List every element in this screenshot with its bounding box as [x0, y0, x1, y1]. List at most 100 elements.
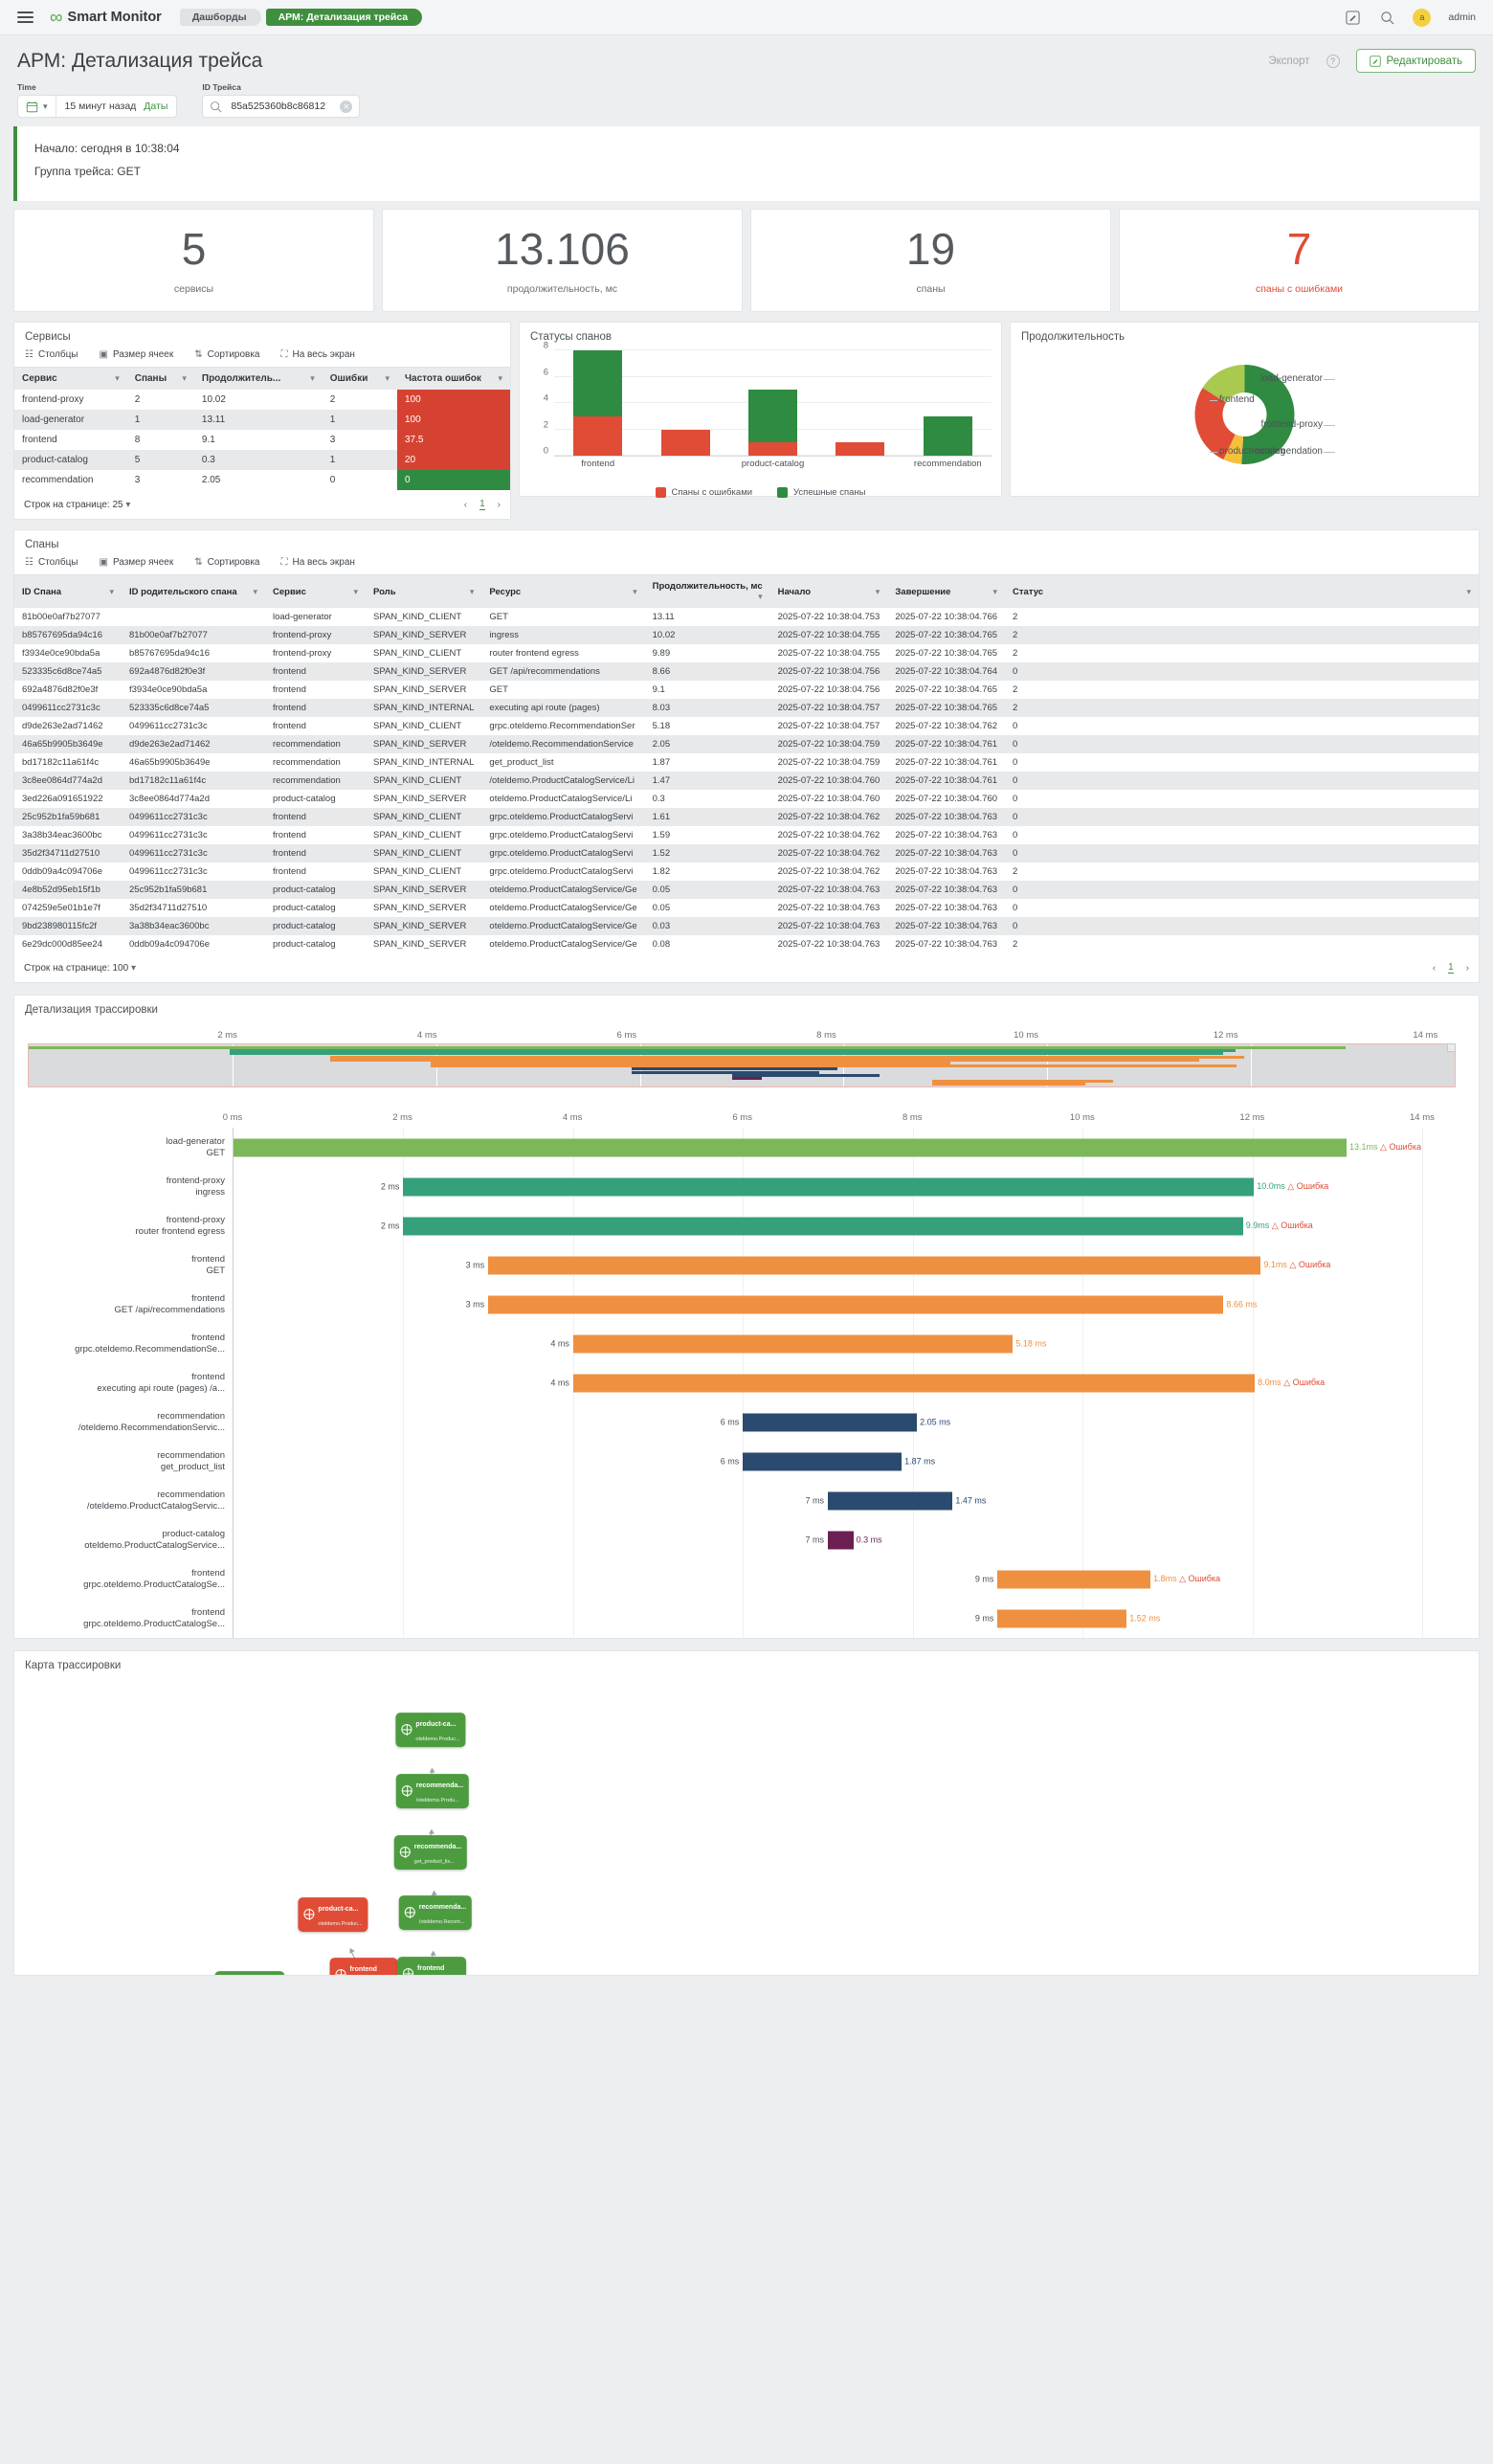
chevron-down-icon[interactable]: ▾ — [875, 586, 880, 596]
table-row[interactable]: 0499611cc2731c3c 523335c6d8ce74a5 frontend… — [14, 699, 1479, 717]
gantt-bar[interactable]: 3 ms 9.1ms △ Ошибка — [466, 1256, 1330, 1274]
gantt-bar[interactable]: 7 ms 1.47 ms — [805, 1491, 986, 1510]
services-col-3[interactable]: Ошибки ▾ — [322, 367, 397, 390]
rows-per-page-select[interactable]: Строк на странице: 100 ▾ — [24, 963, 136, 974]
brand[interactable]: ∞ Smart Monitor — [50, 9, 162, 27]
services-col-0[interactable]: Сервис ▾ — [14, 367, 127, 390]
chevron-down-icon[interactable]: ▾ — [353, 586, 358, 596]
gantt-bar[interactable]: 2 ms 9.9ms △ Ошибка — [381, 1217, 1313, 1235]
map-node[interactable]: product-ca...oteldemo.Produc... — [395, 1713, 466, 1747]
cell-size-button[interactable]: ▣ Размер ячеек — [99, 349, 173, 360]
map-node[interactable]: product-ca...oteldemo.Produc... — [298, 1897, 368, 1932]
gantt-row[interactable]: frontend-proxy router frontend egress 2 ms… — [14, 1206, 1479, 1245]
chevron-down-icon[interactable]: ▾ — [758, 592, 763, 601]
current-page[interactable]: 1 — [1448, 962, 1454, 974]
map-node[interactable]: frontendgrpc.oteldemo.P... — [329, 1958, 398, 1975]
question-circle-icon[interactable]: ? — [1326, 54, 1340, 68]
calendar-picker[interactable]: ▾ — [18, 96, 56, 117]
gantt-bar[interactable]: 9 ms 1.52 ms — [975, 1609, 1160, 1627]
next-page-button[interactable]: › — [1465, 962, 1469, 974]
gantt-row[interactable]: frontend-proxy ingress 2 ms 10.0ms △ Ошибка — [14, 1167, 1479, 1206]
spans-col-8[interactable]: Статус ▾ — [1005, 574, 1479, 608]
gantt-bar[interactable]: 13.1ms △ Ошибка — [234, 1138, 1421, 1156]
columns-button[interactable]: ☷ Столбцы — [25, 557, 78, 568]
bar-segment[interactable] — [923, 415, 972, 456]
gantt-bar[interactable]: 3 ms 8.66 ms — [466, 1295, 1257, 1313]
bar-group[interactable] — [573, 350, 623, 456]
map-node[interactable]: recommenda... get_product_lis... — [393, 1835, 468, 1870]
time-range-value[interactable]: 15 минут назад Даты — [56, 101, 177, 112]
minimap-resize-handle[interactable] — [1447, 1043, 1456, 1052]
spans-col-4[interactable]: Ресурс ▾ — [481, 574, 645, 608]
chevron-down-icon[interactable]: ▾ — [992, 586, 998, 596]
table-row[interactable]: 523335c6d8ce74a5 692a4876d82f0e3f frontend… — [14, 662, 1479, 681]
table-row[interactable]: 9bd238980115fc2f 3a38b34eac3600bc product-… — [14, 917, 1479, 935]
map-node[interactable]: frontendgrpc.oteldemo.R... — [397, 1957, 466, 1975]
table-row[interactable]: 6e29dc000d85ee24 0ddb09a4c094706e product-… — [14, 935, 1479, 953]
table-row[interactable]: f3934e0ce90bda5a b85767695da94c16 frontend… — [14, 644, 1479, 662]
legend-item[interactable]: Спаны с ошибками — [655, 487, 752, 498]
gantt-row[interactable]: recommendation/oteldemo.ProductCatalogSe… — [14, 1481, 1479, 1520]
gantt-row[interactable]: frontend GET /api/recommendations 3 ms 8.66… — [14, 1285, 1479, 1324]
bar-segment[interactable] — [747, 442, 798, 456]
table-row[interactable]: frontend-proxy 2 10.02 2 100 — [14, 390, 510, 410]
prev-page-button[interactable]: ‹ — [463, 499, 468, 510]
nav-tab-dashboards[interactable]: Дашборды — [179, 9, 261, 26]
table-row[interactable]: 0ddb09a4c094706e 0499611cc2731c3c frontend… — [14, 862, 1479, 881]
donut-slice[interactable] — [1241, 436, 1245, 464]
trace-map-canvas[interactable]: product-ca... oteldemo.Produc... recommend… — [14, 1672, 1479, 1975]
table-row[interactable]: 4e8b52d95eb15f1b 25c952b1fa59b681 product-… — [14, 881, 1479, 899]
table-row[interactable]: product-catalog 5 0.3 1 20 — [14, 450, 510, 470]
table-row[interactable]: 25c952b1fa59b681 0499611cc2731c3c frontend… — [14, 808, 1479, 826]
gantt-bar[interactable]: 9 ms 1.8ms △ Ошибка — [975, 1570, 1220, 1588]
rows-per-page-select[interactable]: Строк на странице: 25 ▾ — [24, 500, 130, 510]
hamburger-icon[interactable] — [17, 11, 33, 23]
table-row[interactable]: 3c8ee0864d774a2d bd17182c11a61f4c recommen… — [14, 772, 1479, 790]
bar-group[interactable] — [660, 429, 710, 456]
next-page-button[interactable]: › — [497, 499, 501, 510]
gantt-bar[interactable]: 4 ms 5.18 ms — [550, 1334, 1046, 1353]
nav-tab-trace-detail[interactable]: АРМ: Детализация трейса — [265, 9, 423, 26]
edit-square-icon[interactable] — [1344, 9, 1361, 26]
chevron-down-icon[interactable]: ▾ — [498, 373, 502, 383]
chevron-down-icon[interactable]: ▾ — [469, 586, 475, 596]
gantt-row[interactable]: frontend grpc.oteldemo.ProductCatalogSe..… — [14, 1599, 1479, 1638]
chevron-down-icon[interactable]: ▾ — [253, 586, 257, 596]
chevron-down-icon[interactable]: ▾ — [115, 373, 120, 383]
spans-col-7[interactable]: Завершение ▾ — [887, 574, 1006, 608]
fullscreen-button[interactable]: ⛶ На весь экран — [281, 349, 355, 360]
map-node[interactable]: product-ca...oteldemo.Produc... — [214, 1971, 285, 1975]
table-row[interactable]: 692a4876d82f0e3f f3934e0ce90bda5a frontend… — [14, 681, 1479, 699]
table-row[interactable]: 074259e5e01b1e7f 35d2f34711d27510 product-… — [14, 899, 1479, 917]
cell-size-button[interactable]: ▣ Размер ячеек — [99, 557, 173, 568]
chevron-down-icon[interactable]: ▾ — [633, 586, 637, 596]
chevron-down-icon[interactable]: ▾ — [109, 586, 114, 596]
table-row[interactable]: d9de263e2ad71462 0499611cc2731c3c frontend… — [14, 717, 1479, 735]
fullscreen-button[interactable]: ⛶ На весь экран — [281, 557, 355, 568]
table-row[interactable]: 46a65b9905b3649e d9de263e2ad71462 recommen… — [14, 735, 1479, 753]
services-col-2[interactable]: Продолжитель... ▾ — [193, 367, 323, 390]
legend-item[interactable]: Успешные спаны — [777, 487, 865, 498]
current-page[interactable]: 1 — [479, 499, 485, 510]
spans-col-5[interactable]: Продолжительность, мс ▾ — [644, 574, 770, 608]
clear-circle-icon[interactable]: ✕ — [340, 100, 353, 113]
bar-group[interactable] — [836, 442, 885, 456]
trace-id-control[interactable]: ✕ — [202, 95, 361, 118]
map-node[interactable]: recommenda... /oteldemo.Recom... — [398, 1895, 473, 1930]
gantt-row[interactable]: product-catalog oteldemo.ProductCatalogSe… — [14, 1520, 1479, 1559]
table-row[interactable]: 81b00e0af7b27077 load-generator SPAN_KIND_… — [14, 608, 1479, 626]
gantt-bar[interactable]: 6 ms 1.87 ms — [721, 1452, 935, 1470]
time-filter-control[interactable]: ▾ 15 минут назад Даты — [17, 95, 178, 118]
gantt-row[interactable]: load-generator GET 13.1ms △ Ошибка — [14, 1128, 1479, 1167]
search-icon[interactable] — [1378, 9, 1395, 26]
table-row[interactable]: recommendation 3 2.05 0 0 — [14, 470, 510, 490]
avatar[interactable]: a — [1413, 8, 1432, 27]
gantt-row[interactable]: recommendation get_product_list 6 ms 1.87 m… — [14, 1442, 1479, 1481]
gantt-row[interactable]: frontend grpc.oteldemo.ProductCatalogSe..… — [14, 1559, 1479, 1599]
trace-minimap[interactable]: 2 ms 4 ms 6 ms 8 ms 10 ms 12 ms 14 ms — [28, 1030, 1465, 1087]
gantt-row[interactable]: frontend GET 3 ms 9.1ms △ Ошибка — [14, 1245, 1479, 1285]
spans-col-6[interactable]: Начало ▾ — [769, 574, 888, 608]
table-row[interactable]: 3a38b34eac3600bc 0499611cc2731c3c frontend… — [14, 826, 1479, 844]
spans-col-3[interactable]: Роль ▾ — [366, 574, 482, 608]
bar-group[interactable] — [747, 390, 798, 456]
